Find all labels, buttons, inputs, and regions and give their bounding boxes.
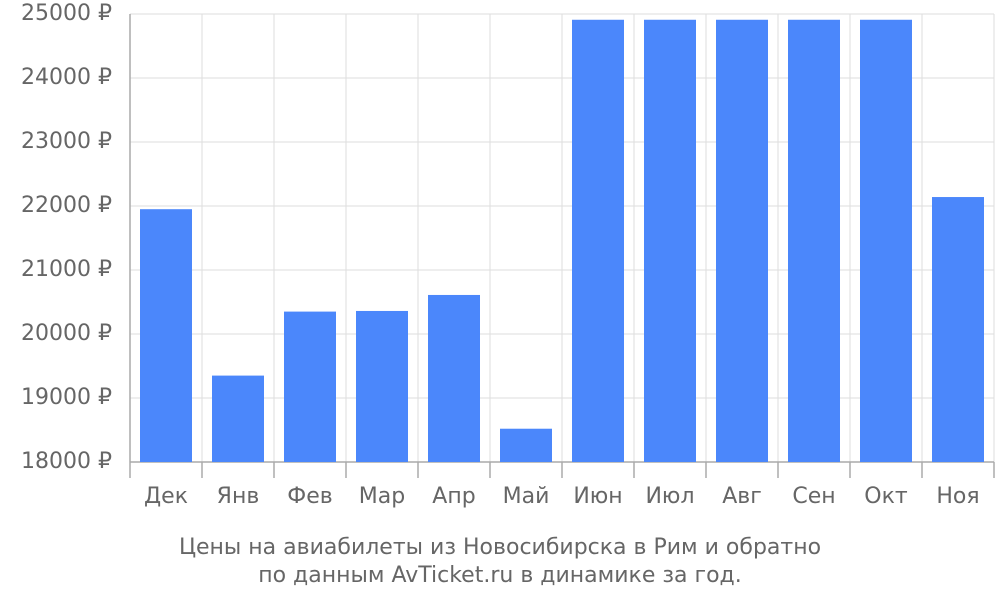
bar (212, 375, 264, 462)
x-tick-label: Янв (217, 484, 260, 509)
bar (716, 19, 768, 462)
bar (500, 428, 552, 462)
bar (572, 19, 624, 462)
y-tick-label: 25000 ₽ (21, 1, 112, 26)
x-tick-label: Авг (722, 484, 762, 509)
y-tick-label: 23000 ₽ (21, 129, 112, 154)
x-tick-label: Апр (432, 484, 475, 509)
x-tick-label: Ноя (936, 484, 979, 509)
x-tick-label: Мар (359, 484, 405, 509)
bar (860, 19, 912, 462)
bar (428, 294, 480, 462)
x-tick-label: Июл (645, 484, 694, 509)
x-tick-label: Июн (573, 484, 622, 509)
x-tick-label: Сен (792, 484, 835, 509)
y-tick-label: 22000 ₽ (21, 193, 112, 218)
bar (140, 209, 192, 462)
bar (284, 311, 336, 462)
y-tick-label: 21000 ₽ (21, 257, 112, 282)
x-tick-label: Окт (864, 484, 908, 509)
bar (788, 19, 840, 462)
y-tick-label: 24000 ₽ (21, 65, 112, 90)
y-tick-label: 19000 ₽ (21, 385, 112, 410)
chart-subtitle: по данным AvTicket.ru в динамике за год. (258, 563, 742, 588)
bar (644, 19, 696, 462)
x-tick-label: Май (503, 484, 550, 509)
y-tick-label: 20000 ₽ (21, 321, 112, 346)
y-tick-label: 18000 ₽ (21, 449, 112, 474)
x-tick-label: Фев (287, 484, 332, 509)
bar (932, 197, 984, 463)
bar (356, 310, 408, 462)
chart-title: Цены на авиабилеты из Новосибирска в Рим… (179, 535, 821, 560)
x-tick-label: Дек (144, 484, 188, 509)
